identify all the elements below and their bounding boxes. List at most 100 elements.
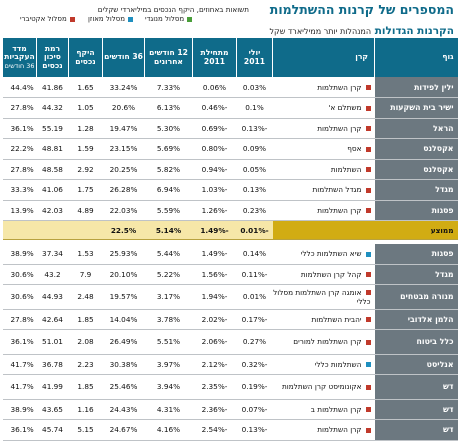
risk-cell: 41.86 (36, 77, 69, 98)
twelve-months-cell: 5.59% (144, 200, 193, 221)
legend-label: מסלול אקטיברי (20, 15, 67, 23)
group-cell: אקסלנס (374, 159, 458, 180)
consistency-cell: 30.6% (2, 284, 37, 310)
fund-cell: קרן השתלמות (272, 118, 375, 139)
since-start-cell: -1.03% (192, 179, 237, 201)
col-header-12-months: 12 חודשים אחרונים (144, 38, 193, 77)
consistency-cell: 41.7% (2, 354, 37, 375)
table-row: פסגות קרן השתלמות 0.23% -1.26% 5.59% 22.03% 4.… (2, 200, 458, 221)
thirty-six-months-cell: 23.15% (102, 138, 145, 160)
risk-cell: 55.19 (36, 118, 69, 139)
twelve-months-cell: 5.30% (144, 118, 193, 139)
table-header-row: גוף קרן יולי 2011 מתחילת 2011 12 חודשים … (2, 38, 458, 77)
july-cell: 0.03% (236, 77, 273, 98)
risk-cell: 44.32 (36, 97, 69, 119)
table-row: מגדל מגדל השתלמות 0.13% -1.03% 6.94% 26.28% 1.… (2, 179, 458, 201)
since-start-cell: -1.56% (192, 264, 237, 285)
thirty-six-months-cell: 24.43% (102, 399, 145, 420)
twelve-months-cell: 7.33% (144, 77, 193, 98)
fund-type-marker-icon (365, 317, 371, 323)
assets-cell: 1.75 (68, 179, 103, 201)
group-cell: דש (374, 374, 458, 400)
thirty-six-months-cell: 19.47% (102, 118, 145, 139)
fund-name: קרן השתלמות ב (310, 404, 362, 414)
assets-cell: 1.53 (68, 243, 103, 265)
table-row: כלל ביטוח קרן השתלמות למורים 0.27% -2.06% 5.… (2, 329, 458, 355)
table-row: מגדל קהל קרן השתלמות -0.11% -1.56% 5.22% 20.1… (2, 264, 458, 285)
fund-name: שיא השתלמות כללי (300, 249, 362, 258)
table-body-bottom: פסגות שיא השתלמות כללי 0.14% -1.49% 5.44% 25.… (2, 243, 458, 441)
thirty-six-months-cell: 20.25% (102, 159, 145, 180)
risk-cell: 43.65 (36, 399, 69, 420)
fund-cell: קרן השתלמות (272, 419, 375, 441)
july-cell: 0.01% (236, 284, 273, 310)
fund-name: קרן השתלמות (317, 123, 362, 133)
fund-name: אומגה קרן השתלמות מסלול כללי (273, 287, 371, 306)
twelve-months-cell: 5.51% (144, 329, 193, 355)
consistency-cell: 36.1% (2, 118, 37, 139)
legend-label: מסלול מנוגדי (145, 15, 185, 23)
fund-name: אסף (347, 144, 362, 154)
table-row: דש קרן השתלמות -0.13% -2.54% 4.16% 24.67% 5.15… (2, 419, 458, 441)
july-cell: 0.09% (236, 138, 273, 160)
fund-cell: אסף (272, 138, 375, 160)
table-row: דש קרן השתלמות ב -0.07% -2.36% 4.31% 24.43% 1.… (2, 399, 458, 420)
fund-type-marker-icon (365, 146, 371, 152)
risk-cell: 43.2 (36, 264, 69, 285)
group-cell: ישיר בית השקעות (374, 97, 458, 119)
table-row: ישיר בית השקעות משתלם א' 0.1% -0.46% 6.13% 20… (2, 97, 458, 119)
assets-cell: 1.65 (68, 77, 103, 98)
section-title-text: הקרנות הגדולות (374, 25, 454, 37)
assets-cell: 1.05 (68, 97, 103, 119)
group-cell: כלל ביטוח (374, 329, 458, 355)
group-cell: דש (374, 419, 458, 441)
assets-cell: 7.9 (68, 264, 103, 285)
group-cell: פסגות (374, 243, 458, 265)
thirty-six-months-cell: 22.03% (102, 200, 145, 221)
legend-item-active: מסלול אקטיברי (20, 15, 75, 23)
fund-name: מגדל השתלמות (312, 185, 362, 195)
risk-cell: 51.01 (36, 329, 69, 355)
twelve-months-cell: 6.13% (144, 97, 193, 119)
risk-cell: 48.58 (36, 159, 69, 180)
twelve-months-cell: 5.69% (144, 138, 193, 160)
table-body-top: ילין לפידות קרן השתלמות 0.03% 0.06% 7.33% 33.… (2, 77, 458, 221)
consistency-cell: 41.7% (2, 374, 37, 400)
table-row: אקסלנס השתלמות 0.05% -0.94% 5.82% 20.25% 2.92 4… (2, 159, 458, 180)
legend-swatch-blue (128, 16, 134, 22)
fund-type-marker-icon (365, 384, 371, 390)
table-row: הראל קרן השתלמות -0.13% -0.69% 5.30% 19.47% 1.… (2, 118, 458, 139)
section-title: הקרנות הגדולות המנהלות יותר ממיליארד שקל (270, 25, 455, 37)
risk-cell: 41.06 (36, 179, 69, 201)
legend-swatch-red (69, 16, 75, 22)
consistency-cell: 33.3% (2, 179, 37, 201)
fund-type-marker-icon (365, 187, 371, 193)
since-start-cell: -2.12% (192, 354, 237, 375)
thirty-six-months-cell: 26.49% (102, 329, 145, 355)
fund-name: יהבית השתלמות (311, 314, 362, 324)
since-start-cell: -0.94% (192, 159, 237, 180)
assets-cell: 1.59 (68, 138, 103, 160)
since-start-cell: -0.46% (192, 97, 237, 119)
fund-name: קרן השתלמות למורים (293, 337, 362, 347)
fund-type-marker-icon (365, 427, 371, 433)
assets-cell: 4.89 (68, 200, 103, 221)
july-cell: -0.13% (236, 419, 273, 441)
average-empty (68, 220, 103, 240)
fund-cell: יהבית השתלמות (272, 309, 375, 330)
table-row: אקסלנס אסף 0.09% -0.80% 5.69% 23.15% 1.59 48.81… (2, 138, 458, 160)
fund-type-marker-icon (365, 105, 371, 111)
col-header-consistency-label: מדד העקביות (4, 43, 35, 62)
july-cell: -0.13% (236, 118, 273, 139)
july-cell: 0.14% (236, 243, 273, 265)
twelve-months-cell: 6.94% (144, 179, 193, 201)
thirty-six-months-cell: 26.28% (102, 179, 145, 201)
july-cell: 0.27% (236, 329, 273, 355)
thirty-six-months-cell: 20.10% (102, 264, 145, 285)
twelve-months-cell: 4.16% (144, 419, 193, 441)
section-subtitle: המנהלות יותר ממיליארד שקל (269, 27, 372, 36)
fund-name: קרן השתלמות (317, 82, 362, 92)
twelve-months-cell: 5.82% (144, 159, 193, 180)
consistency-cell: 44.4% (2, 77, 37, 98)
